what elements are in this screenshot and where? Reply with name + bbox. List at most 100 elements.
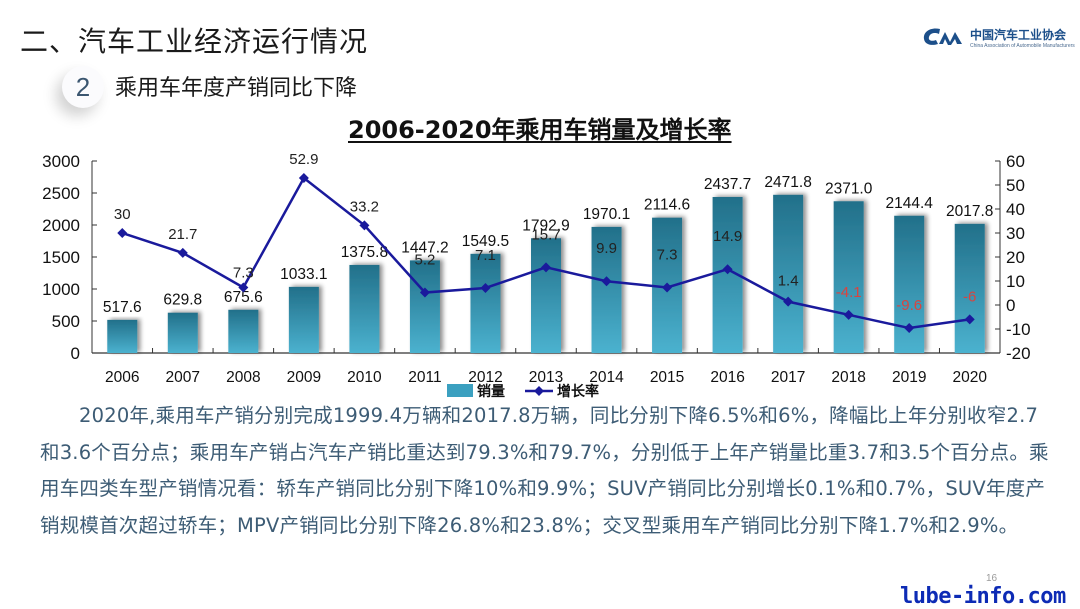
growth-rate-point-2020 xyxy=(964,314,975,325)
growth-rate-point-2012 xyxy=(480,282,491,293)
x-tick-label: 2020 xyxy=(952,369,987,386)
growth-rate-label: 5.2 xyxy=(415,252,436,269)
y-right-tick-label: -20 xyxy=(1006,344,1031,363)
line-series xyxy=(117,173,975,334)
bar-2013 xyxy=(531,238,561,353)
growth-rate-point-2017 xyxy=(783,296,794,307)
x-tick-label: 2018 xyxy=(831,369,865,386)
growth-rate-label: 1.4 xyxy=(778,273,799,290)
sales-growth-chart: 0 500 1000 1500 2000 2500 3000 -20 -10 0 10 20 30 40 5… xyxy=(42,151,1031,400)
growth-rate-label: 7.1 xyxy=(475,247,496,264)
growth-rate-label: 7.3 xyxy=(657,246,678,263)
bar-2010 xyxy=(349,264,380,353)
bar-labels: 517.6 629.8 675.6 1033.1 1375.8 1447.2 1549.5 1… xyxy=(103,174,994,316)
growth-rate-point-2007 xyxy=(177,247,188,258)
bar-2018 xyxy=(833,201,864,353)
growth-rate-label: 14.9 xyxy=(713,228,742,245)
bar-2007 xyxy=(167,312,198,353)
growth-rate-point-2013 xyxy=(541,262,551,273)
y-right-tick-label: 50 xyxy=(1006,176,1025,195)
x-tick-label: 2019 xyxy=(892,369,926,386)
bar-2006 xyxy=(107,319,138,353)
bar-2014 xyxy=(591,226,622,353)
caam-logo-mark-icon xyxy=(923,28,962,45)
caam-logo: 中国汽车工业协会 China Association of Automobile… xyxy=(922,24,1078,54)
bar-2017 xyxy=(773,194,804,353)
bar-value-label: 2371.0 xyxy=(825,180,873,197)
growth-rate-label: 9.9 xyxy=(596,240,617,257)
y-left-tick-label: 3000 xyxy=(42,152,80,171)
growth-rate-point-2011 xyxy=(419,287,430,298)
legend-label-growth: 增长率 xyxy=(557,383,599,400)
growth-rate-point-2015 xyxy=(662,282,673,293)
y-right-tick-label: 10 xyxy=(1006,272,1025,291)
body-paragraph: 2020年,乘用车产销分别完成1999.4万辆和2017.8万辆，同比分别下降6… xyxy=(40,404,1049,537)
chart-title: 2006-2020年乘用车销量及增长率 xyxy=(348,116,732,144)
x-tick-label: 2017 xyxy=(771,369,805,386)
x-tick-label: 2008 xyxy=(226,369,260,386)
growth-rate-label: 7.3 xyxy=(233,264,254,281)
bar-2011 xyxy=(409,260,440,353)
bar-value-label: 629.8 xyxy=(163,292,202,309)
y-left-tick-label: 1000 xyxy=(42,280,80,299)
growth-rate-point-2018 xyxy=(843,309,854,320)
x-tick-labels: 2006 2007 2008 2009 2010 2011 2012 2013 2014 2015… xyxy=(105,369,987,386)
growth-rate-point-2008 xyxy=(238,282,249,293)
y-right-tick-label: 0 xyxy=(1006,296,1015,315)
bar-2020 xyxy=(954,223,985,353)
growth-rate-label: -4.1 xyxy=(836,284,862,301)
y-right-tick-label: 30 xyxy=(1006,224,1025,243)
bar-2012 xyxy=(470,253,501,353)
x-tick-label: 2015 xyxy=(650,369,684,386)
bar-value-label: 2144.4 xyxy=(885,195,933,212)
growth-rate-point-2010 xyxy=(359,220,370,231)
bar-value-label: 1033.1 xyxy=(280,266,327,283)
growth-rate-point-2019 xyxy=(904,323,915,334)
bar-value-label: 2437.7 xyxy=(704,176,751,193)
x-tick-label: 2007 xyxy=(166,369,200,386)
growth-rate-label: 52.9 xyxy=(289,151,318,168)
section-title: 二、汽车工业经济运行情况 xyxy=(20,25,369,58)
bar-value-label: 2471.8 xyxy=(764,174,811,191)
x-tick-label: 2010 xyxy=(347,369,382,386)
logo-name-cn: 中国汽车工业协会 xyxy=(970,28,1067,42)
x-tick-label: 2006 xyxy=(105,369,139,386)
bar-2008 xyxy=(228,309,259,353)
bar-value-label: 1375.8 xyxy=(341,244,388,261)
x-tick-label: 2016 xyxy=(710,369,744,386)
bar-2009 xyxy=(288,286,319,353)
y-left-tick-label: 1500 xyxy=(42,248,80,267)
growth-rate-point-2009 xyxy=(298,173,309,184)
growth-rate-label: 21.7 xyxy=(168,226,197,243)
bar-value-label: 2017.8 xyxy=(946,203,993,220)
growth-rate-label: 30 xyxy=(114,206,131,223)
x-tick-label: 2009 xyxy=(287,369,321,386)
x-tick-label: 2013 xyxy=(529,369,563,386)
legend-marker-growth xyxy=(534,386,544,396)
section-number-badge: 2 xyxy=(62,66,104,108)
logo-name-en: China Association of Automobile Manufact… xyxy=(970,43,1075,49)
growth-rate-label: -6 xyxy=(963,288,976,305)
y-left-tick-label: 0 xyxy=(71,344,80,363)
bar-value-label: 1970.1 xyxy=(583,206,630,223)
bar-value-label: 675.6 xyxy=(224,289,263,306)
bar-value-label: 517.6 xyxy=(103,299,142,316)
bar-value-label: 2114.6 xyxy=(644,197,690,214)
growth-rate-label: 15.7 xyxy=(531,226,560,243)
y-right-tick-label: 60 xyxy=(1006,152,1025,171)
x-tick-label: 2011 xyxy=(408,369,441,386)
y-right-tick-label: -10 xyxy=(1006,320,1031,339)
page-number: 16 xyxy=(986,573,998,584)
growth-rate-label: 33.2 xyxy=(350,198,379,215)
bar-value-label: 1447.2 xyxy=(401,239,448,256)
legend-swatch-sales xyxy=(447,384,473,397)
bar-value-label: 1792.9 xyxy=(522,217,569,234)
chart-legend: 销量 增长率 xyxy=(447,383,599,400)
legend-label-sales: 销量 xyxy=(477,383,505,400)
y-left-tick-label: 2500 xyxy=(42,184,80,203)
watermark: lube-info.com xyxy=(900,584,1066,609)
growth-rate-point-2014 xyxy=(601,276,612,287)
bar-value-label: 1549.5 xyxy=(462,233,509,250)
y-left-tick-label: 500 xyxy=(52,312,80,331)
x-tick-label: 2012 xyxy=(468,369,502,386)
